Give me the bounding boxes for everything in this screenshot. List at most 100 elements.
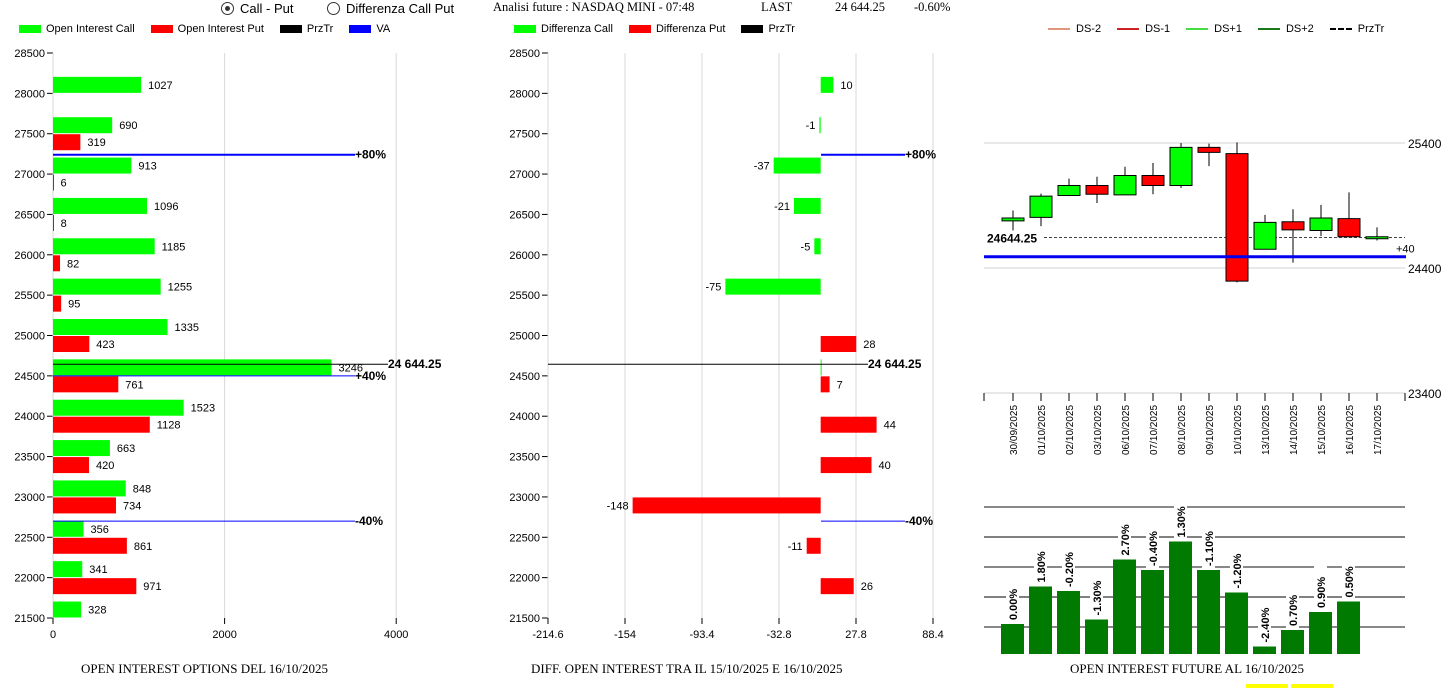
- y-tick-label: 24400: [1408, 262, 1442, 276]
- bar-value-label: 1185: [162, 241, 186, 253]
- x-tick-label: 16/10/2025: [1345, 405, 1356, 455]
- bar-oi-future: [1281, 630, 1304, 654]
- candle-down: [1085, 185, 1109, 195]
- y-tick-label: 27000: [14, 169, 45, 181]
- line-prztr-dashed: [1329, 28, 1352, 30]
- bar-value-label: 1096: [154, 201, 178, 213]
- bar-put: [820, 376, 830, 393]
- bar-oi-future: [1085, 619, 1108, 654]
- bar-oi-future: [1253, 646, 1276, 654]
- bar-value-label: 420: [96, 460, 114, 472]
- bar-oi-future: [1001, 624, 1024, 654]
- bar-value-label: 1027: [148, 80, 172, 92]
- candle-down: [1141, 175, 1165, 186]
- legend-item-ds+2: DS+2: [1257, 23, 1314, 35]
- bar-value-label: 761: [125, 379, 143, 391]
- y-tick-label: 25400: [1408, 137, 1442, 151]
- bar-put: [53, 578, 137, 595]
- last-value: 24 644.25: [835, 0, 885, 14]
- x-tick-label: 01/10/2025: [1037, 405, 1048, 455]
- bar-put: [632, 497, 821, 514]
- candle-down: [1337, 218, 1361, 238]
- bar-value-label: -1: [806, 120, 816, 132]
- bar-label-bg: [1006, 578, 1019, 622]
- bar-call: [53, 117, 113, 134]
- bar-label-bg: [1034, 540, 1047, 585]
- radio-differenza-call-put[interactable]: Differenza Call Put: [327, 1, 454, 16]
- bar-value-label: 3246: [339, 362, 363, 374]
- legend-item-prztr: PrzTr: [279, 23, 333, 35]
- legend-item-diff-call: Differenza Call: [514, 23, 613, 35]
- bar-put: [53, 416, 150, 433]
- bar-put: [53, 255, 61, 272]
- legend-item-call: Open Interest Call: [19, 23, 135, 35]
- bar-put: [53, 336, 90, 352]
- radio-unselected-icon: [327, 2, 340, 15]
- bar-value-label: -21: [774, 201, 790, 213]
- bar-call: [773, 157, 821, 174]
- bar-value-label: 8: [61, 218, 67, 230]
- radio-call-put[interactable]: Call - Put: [221, 1, 293, 16]
- swatch-va: [349, 25, 372, 33]
- analysis-title: Analisi future : NASDAQ MINI - 07:48: [493, 0, 695, 14]
- bar-oi-future: [1309, 612, 1332, 654]
- y-tick-label: 26000: [14, 250, 45, 262]
- candle-up: [1001, 217, 1025, 222]
- x-tick-label: 09/10/2025: [1205, 405, 1216, 455]
- y-tick-label: 23500: [509, 452, 540, 464]
- y-tick-label: 25500: [14, 290, 45, 302]
- bar-value-label: 0.50%: [1344, 566, 1356, 597]
- candle-up: [1309, 217, 1333, 231]
- chart-candlestick: 25400 24400 23400 30/09/2025 01/10/2025 02/10…: [983, 137, 1442, 455]
- bar-label-bg: [1258, 600, 1271, 645]
- bar-label-bg: [1118, 513, 1131, 558]
- swatch-diff-call: [514, 25, 536, 33]
- bar-call: [53, 76, 142, 93]
- bar-value-label: 663: [117, 443, 135, 455]
- x-tick-label: 4000: [384, 629, 408, 641]
- bar-value-label: 44: [884, 420, 896, 432]
- legend-item-ds-1: DS-1: [1117, 23, 1170, 35]
- bar-call: [53, 399, 184, 416]
- reference-line-label: +80%: [905, 148, 936, 162]
- bar-value-label: 423: [96, 339, 114, 351]
- bar-value-label: 356: [91, 524, 109, 536]
- bar-value-label: -1.10%: [1204, 531, 1216, 566]
- legend-item-prztr-dash: PrzTr: [1329, 23, 1384, 35]
- bar-label-bg: [1230, 546, 1243, 591]
- bar-value-label: 0.70%: [1288, 595, 1300, 626]
- bar-value-label: 1128: [157, 420, 181, 432]
- x-tick-label: -93.4: [689, 629, 714, 641]
- prztr-label: 24644.25: [987, 231, 1037, 245]
- right-annotation: +40: [1396, 243, 1415, 255]
- x-tick-label: 17/10/2025: [1373, 405, 1384, 455]
- bar-put: [820, 416, 877, 433]
- radio-label: Differenza Call Put: [346, 1, 455, 16]
- candle-down: [1281, 221, 1305, 231]
- bar-label-bg: [1342, 555, 1355, 600]
- y-tick-label: 25000: [14, 331, 45, 343]
- y-tick-label: 23500: [14, 452, 45, 464]
- legend-diff-oi: Differenza Call Differenza Put PrzTr: [514, 23, 811, 35]
- bar-put: [53, 497, 116, 514]
- swatch-diff-put: [628, 25, 651, 33]
- bar-value-label: -1.20%: [1232, 553, 1244, 588]
- y-tick-label: 27500: [14, 129, 45, 141]
- bar-call: [53, 278, 161, 295]
- bar-value-label: 1335: [175, 322, 199, 334]
- bar-value-label: -75: [705, 282, 721, 294]
- y-tick-label: 28000: [14, 88, 45, 100]
- x-tick-label: -32.8: [766, 629, 791, 641]
- bar-oi-future: [1225, 592, 1248, 654]
- bar-call: [53, 319, 168, 335]
- bar-value-label: 848: [133, 483, 151, 495]
- bar-put: [53, 457, 90, 474]
- bar-put: [820, 578, 854, 595]
- x-tick-label: 03/10/2025: [1093, 405, 1104, 455]
- y-tick-label: 26500: [14, 209, 45, 221]
- bar-value-label: 319: [87, 137, 105, 149]
- bar-label-bg: [1062, 545, 1075, 589]
- candle-up: [1113, 175, 1137, 196]
- bar-call: [814, 238, 821, 255]
- y-tick-label: 25000: [509, 331, 540, 343]
